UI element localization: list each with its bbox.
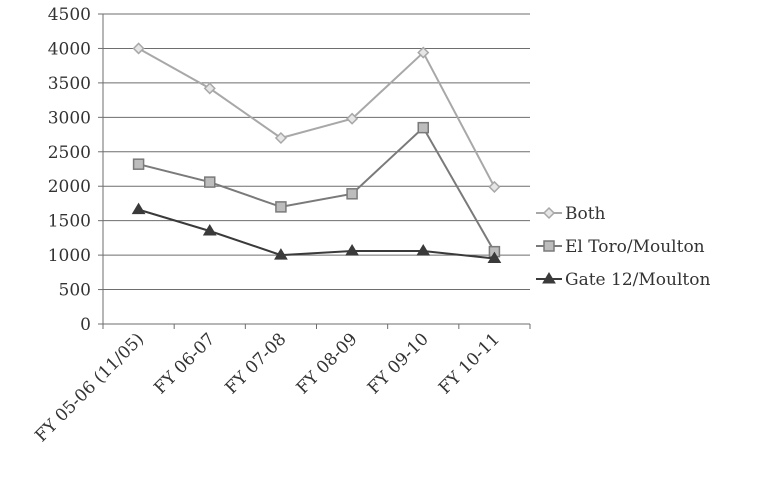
- data-point: [416, 244, 431, 256]
- data-point: [203, 82, 216, 95]
- legend-marker: [542, 206, 556, 220]
- legend-marker: [542, 272, 556, 284]
- data-point: [274, 131, 287, 145]
- legend-label: Both: [565, 204, 606, 224]
- data-point: [204, 176, 216, 188]
- y-tick-label: 0: [80, 315, 91, 335]
- x-tick-label: FY 10-11: [435, 329, 504, 398]
- x-axis-tick-labels: FY 05-06 (11/05) FY 06-07 FY 07-08 FY 08-09…: [31, 329, 504, 446]
- series-lines: [131, 42, 502, 264]
- data-point: [417, 121, 429, 134]
- y-axis-tick-labels: 0 500 1000 1500 2000 2500 3000 3500 4000 4500: [48, 5, 91, 335]
- legend-marker: [543, 240, 555, 252]
- data-point: [131, 202, 146, 215]
- x-tick-label: FY 05-06 (11/05): [31, 329, 148, 446]
- data-point: [346, 188, 358, 200]
- legend-label: El Toro/Moulton: [565, 237, 705, 257]
- series-line: [138, 208, 495, 260]
- x-tick-label: FY 09-10: [364, 329, 433, 398]
- data-point: [132, 42, 145, 55]
- data-point: [488, 180, 501, 193]
- y-tick-label: 1500: [48, 212, 91, 232]
- y-tick-label: 3000: [48, 108, 91, 128]
- y-tick-label: 4000: [48, 39, 91, 59]
- y-tick-label: 3500: [48, 74, 91, 94]
- x-tick-label: FY 08-09: [293, 329, 362, 398]
- data-point: [417, 46, 430, 59]
- data-point: [345, 244, 359, 256]
- data-point: [275, 201, 287, 213]
- legend-label: Gate 12/Moulton: [565, 270, 710, 290]
- y-tick-label: 2500: [48, 143, 91, 163]
- data-point: [487, 251, 502, 264]
- y-tick-label: 500: [59, 281, 91, 301]
- y-tick-label: 1000: [48, 246, 91, 266]
- legend: Both El Toro/Moulton Gate 12/Moulton: [536, 204, 710, 290]
- gridlines: [103, 13, 530, 291]
- data-point: [346, 112, 359, 125]
- series-line: [138, 47, 496, 188]
- data-point: [274, 248, 288, 260]
- y-tick-label: 2000: [48, 177, 91, 197]
- x-tick-label: FY 07-08: [222, 329, 291, 398]
- x-tick-label: FY 06-07: [150, 329, 219, 398]
- series-line: [138, 126, 496, 253]
- axes: [98, 13, 531, 329]
- data-point: [202, 224, 217, 236]
- data-point: [132, 158, 145, 170]
- y-tick-label: 4500: [48, 5, 91, 25]
